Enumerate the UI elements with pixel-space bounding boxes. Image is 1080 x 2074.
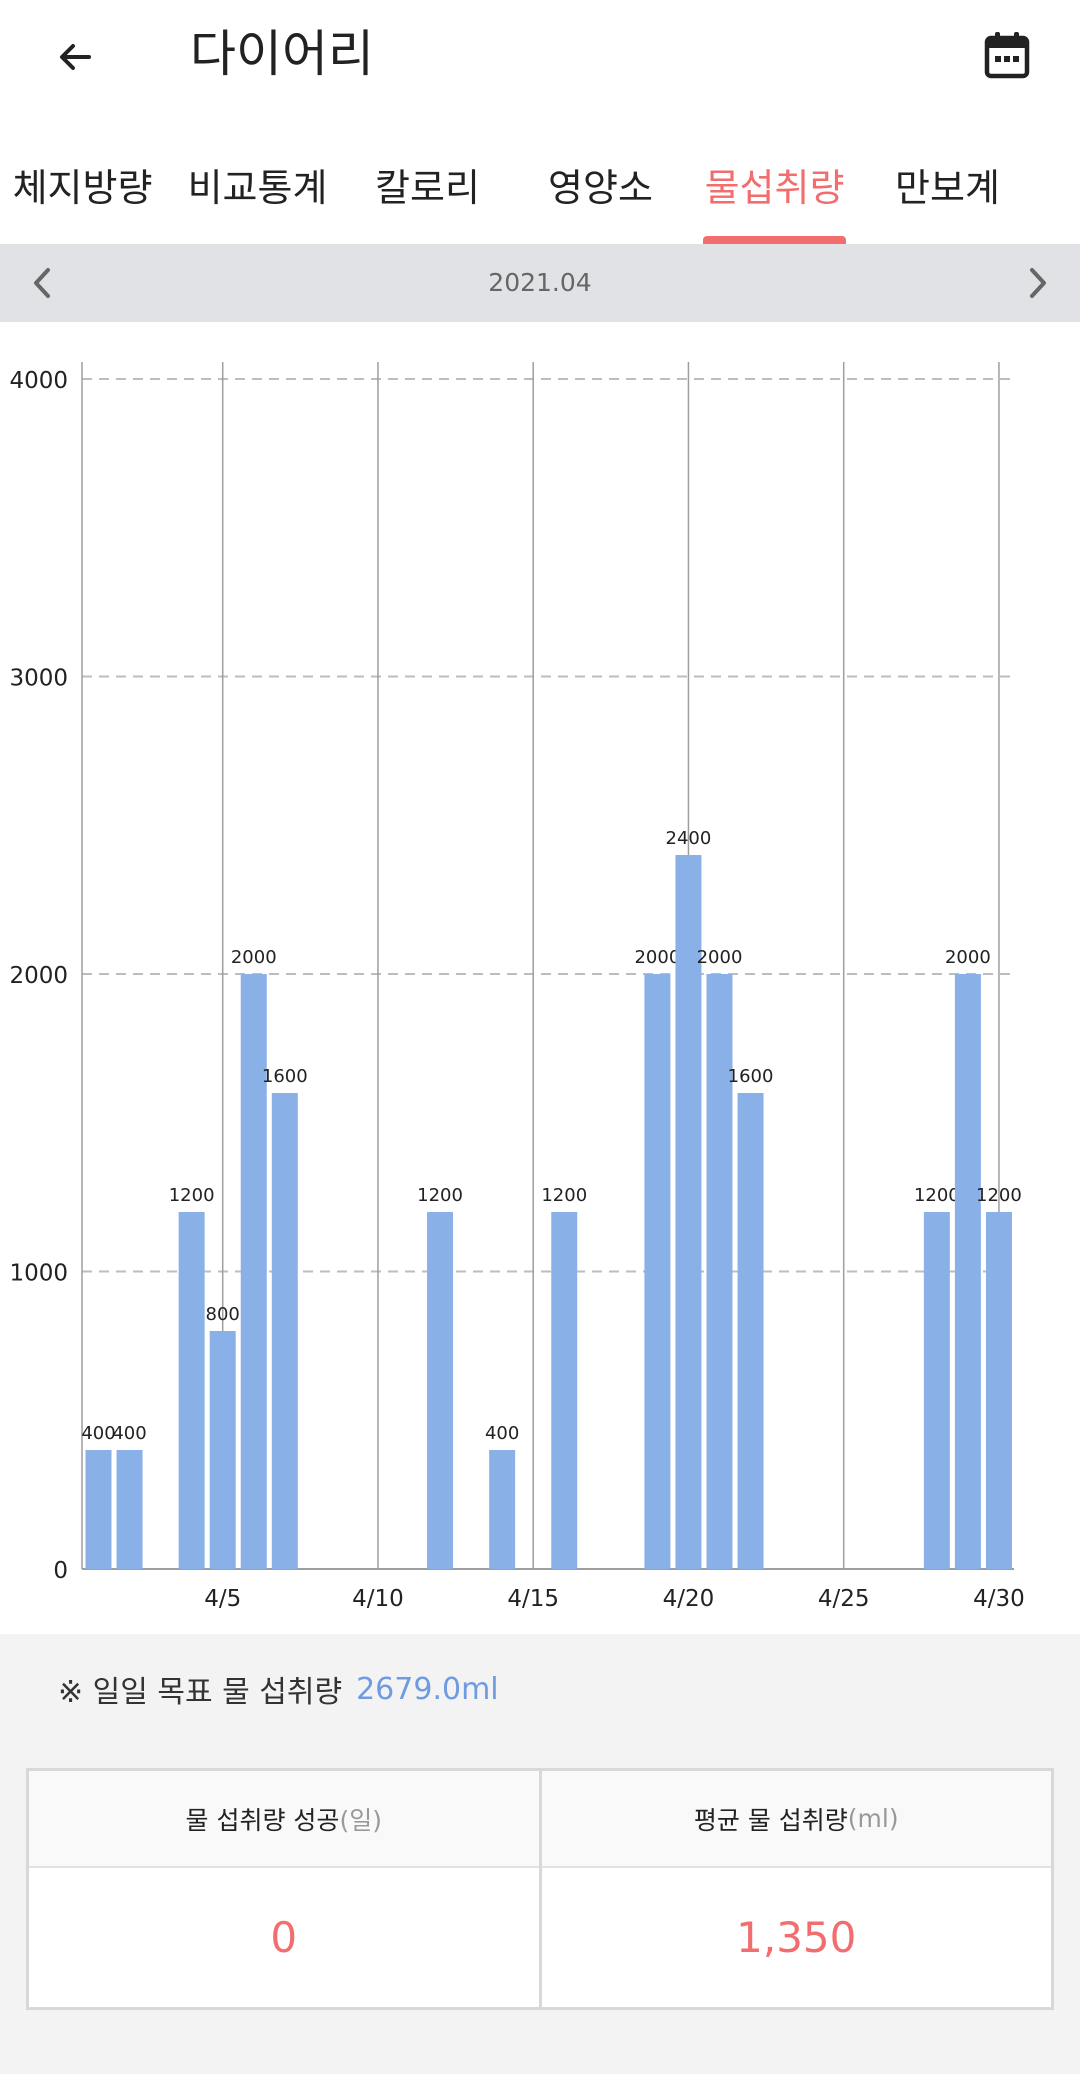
page-title: 다이어리 (190, 25, 374, 83)
stats-table: 물 섭취량 성공 (일) 0 평균 물 섭취량 (ml) 1,350 (26, 1768, 1054, 2010)
success-days-header: 물 섭취량 성공 (일) (29, 1771, 539, 1868)
bar-value-label: 2400 (666, 828, 712, 849)
bar-chart: 0 1000 2000 3000 4000 4/5 4/10 4/15 4/20 4/25 4/30… (9, 362, 1025, 1612)
bar (675, 855, 702, 1569)
tab-water-intake[interactable]: 물섭취량 (703, 124, 846, 244)
average-intake-column: 평균 물 섭취량 (ml) 1,350 (538, 1771, 1051, 2007)
bar (427, 1212, 454, 1569)
bar (85, 1450, 112, 1569)
bar (489, 1450, 516, 1569)
month-label: 2021.04 (488, 268, 592, 297)
success-days-column: 물 섭취량 성공 (일) 0 (29, 1771, 539, 2007)
bar-value-label: 1600 (262, 1066, 308, 1087)
x-tick-label: 4/20 (663, 1586, 715, 1612)
bar-value-label: 1200 (541, 1185, 587, 1206)
tab-bar: 체지방량 비교통계 칼로리 영양소 물섭취량 만보계 (0, 124, 1080, 244)
tab-pedometer[interactable]: 만보계 (865, 124, 1030, 244)
bar-value-label: 1200 (417, 1185, 463, 1206)
bar (116, 1450, 143, 1569)
x-tick-label: 4/15 (507, 1586, 559, 1612)
average-intake-label: 평균 물 섭취량 (693, 1805, 848, 1835)
bar (985, 1212, 1012, 1569)
x-tick-label: 4/5 (204, 1586, 241, 1612)
bar-value-label: 2000 (231, 947, 277, 968)
active-tab-indicator (703, 236, 846, 244)
app-bar: 다이어리 (0, 0, 1080, 124)
month-navigator: 2021.04 (0, 244, 1080, 322)
tab-compare-stats[interactable]: 비교통계 (175, 124, 340, 244)
bar (923, 1212, 950, 1569)
bar (551, 1212, 578, 1569)
tab-body-fat[interactable]: 체지방량 (0, 124, 165, 244)
tab-label: 만보계 (895, 165, 1000, 210)
bar (644, 974, 671, 1569)
bar-value-label: 1200 (976, 1185, 1022, 1206)
bar-value-label: 400 (112, 1423, 146, 1444)
bar (178, 1212, 205, 1569)
arrow-left-icon (60, 44, 91, 70)
tab-label: 물섭취량 (704, 165, 845, 210)
y-tick-label: 1000 (9, 1261, 68, 1287)
success-days-unit: (일) (339, 1805, 382, 1835)
tab-label: 체지방량 (12, 165, 153, 210)
average-intake-value: 1,350 (736, 1913, 857, 1962)
bar-value-label: 2000 (634, 947, 680, 968)
bar-value-label: 1600 (728, 1066, 774, 1087)
prev-month-button[interactable] (2, 244, 82, 322)
tab-label: 칼로리 (375, 165, 480, 210)
bar (271, 1093, 298, 1569)
x-tick-label: 4/30 (973, 1586, 1025, 1612)
bar (737, 1093, 764, 1569)
bar-value-label: 800 (206, 1304, 240, 1325)
bar (209, 1331, 236, 1569)
daily-goal-label: ※ 일일 목표 물 섭취량 (58, 1675, 343, 1710)
bar-value-label: 400 (485, 1423, 519, 1444)
bar (706, 974, 733, 1569)
success-days-label: 물 섭취량 성공 (185, 1805, 340, 1835)
bar-value-label: 1200 (169, 1185, 215, 1206)
chevron-left-icon (34, 268, 50, 298)
x-tick-label: 4/10 (352, 1586, 404, 1612)
chevron-right-icon (1030, 268, 1046, 298)
next-month-button[interactable] (998, 244, 1078, 322)
bar-value-label: 400 (81, 1423, 115, 1444)
bar-value-label: 2000 (697, 947, 743, 968)
tab-nutrients[interactable]: 영양소 (518, 124, 683, 244)
y-tick-label: 4000 (9, 368, 68, 394)
average-intake-unit: (ml) (847, 1804, 899, 1833)
y-tick-label: 3000 (9, 666, 68, 692)
calendar-button[interactable] (972, 20, 1042, 90)
calendar-icon (984, 32, 1030, 79)
x-tick-label: 4/25 (818, 1586, 870, 1612)
daily-goal: ※ 일일 목표 물 섭취량 2679.0ml (58, 1664, 499, 1714)
water-intake-chart: 0 1000 2000 3000 4000 4/5 4/10 4/15 4/20 4/25 4/30… (0, 322, 1080, 1634)
bar (954, 974, 981, 1569)
bar (240, 974, 267, 1569)
y-tick-label: 0 (53, 1558, 68, 1584)
y-tick-label: 2000 (9, 963, 68, 989)
tab-label: 영양소 (548, 165, 653, 210)
average-intake-header: 평균 물 섭취량 (ml) (541, 1771, 1051, 1868)
tab-calories[interactable]: 칼로리 (345, 124, 510, 244)
bar-value-label: 2000 (945, 947, 991, 968)
daily-goal-value: 2679.0ml (356, 1671, 499, 1707)
tab-label: 비교통계 (187, 165, 328, 210)
back-button[interactable] (40, 22, 110, 92)
success-days-value: 0 (270, 1913, 298, 1962)
bar-value-label: 1200 (914, 1185, 960, 1206)
